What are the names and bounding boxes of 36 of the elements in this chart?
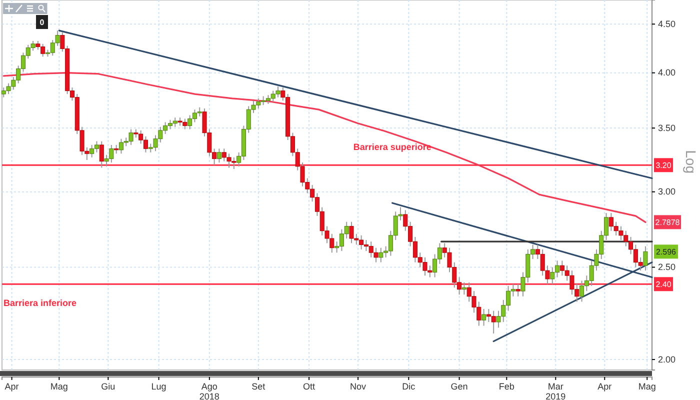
candlestick: [482, 308, 486, 326]
line-series: [2, 72, 646, 223]
candlestick: [462, 282, 466, 296]
x-tick-label: Gen: [450, 381, 468, 392]
y-tick-label: 2.00: [658, 354, 676, 364]
x-tick-label: Mag: [50, 381, 68, 392]
x-tick-label: Apr: [598, 381, 612, 392]
y-tick-label: 4.00: [658, 68, 676, 78]
ref-line-label: 3.20: [656, 161, 672, 170]
x-tick-label: Set: [252, 381, 266, 392]
y-tick-label: 3.00: [658, 186, 676, 197]
candlestick: [516, 284, 520, 297]
y-tick-label: 4.50: [658, 18, 676, 29]
y-axis-title: Log: [683, 150, 699, 174]
counter-badge: 0: [36, 15, 48, 29]
annotation: Barriera superiore: [353, 142, 432, 152]
text: 2.596: [656, 248, 677, 257]
y-tick-label: 3.50: [658, 122, 676, 133]
annotation: 0: [40, 18, 45, 27]
x-tick-label: Nov: [350, 381, 367, 392]
x-tick-label: Dic: [402, 381, 416, 392]
x-tick-label: Mag: [638, 381, 656, 392]
x-tick-label: Giu: [101, 381, 116, 392]
candlestick: [99, 140, 104, 168]
x-tick-label: Lug: [151, 381, 166, 392]
x-tick-label: Ott: [303, 381, 316, 392]
candlestick: [643, 246, 648, 272]
x-tick-label: Feb: [498, 381, 514, 392]
annotation: Barriera inferiore: [3, 298, 77, 308]
data-label: 2.7878: [655, 218, 680, 228]
x-tick-label: Mar 2019: [546, 381, 566, 400]
x-tick-label: Ago 2018: [199, 381, 220, 400]
ref-line-label: 2.40: [656, 280, 672, 290]
x-tick-label: Apr: [4, 381, 19, 392]
candlestick: [216, 148, 222, 164]
y-tick-label: 2.50: [658, 262, 676, 272]
